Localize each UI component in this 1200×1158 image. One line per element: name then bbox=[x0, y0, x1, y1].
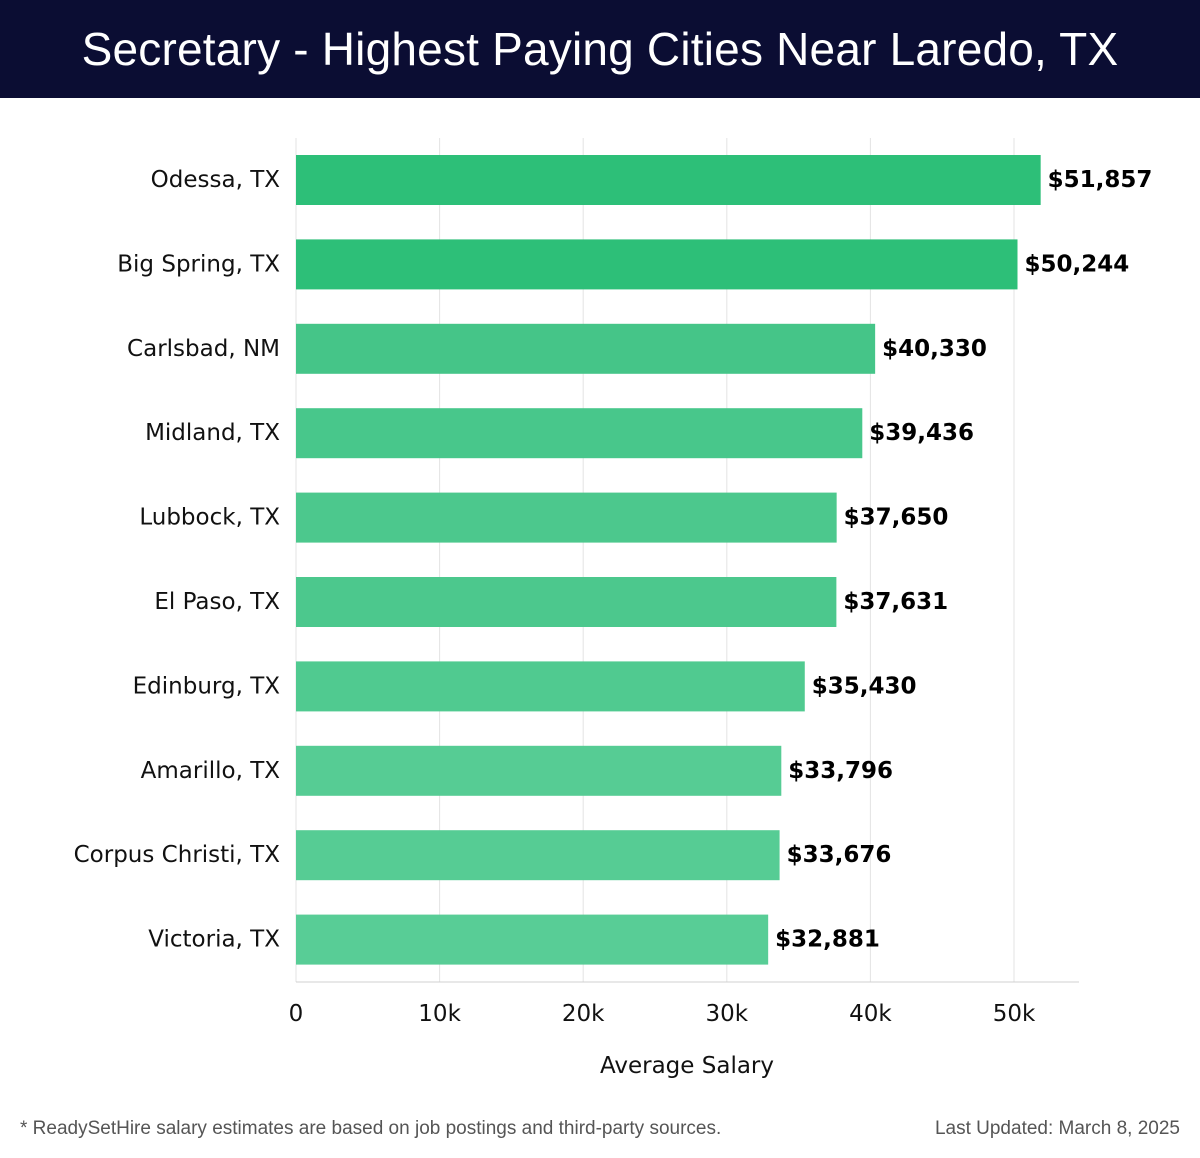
bar bbox=[296, 408, 863, 459]
x-axis-title: Average Salary bbox=[600, 1053, 774, 1079]
bar bbox=[296, 745, 782, 796]
x-tick-label: 30k bbox=[706, 1001, 749, 1027]
category-label: Edinburg, TX bbox=[133, 673, 281, 699]
category-label: Lubbock, TX bbox=[139, 505, 280, 531]
bar-chart: Odessa, TX $51,857 Big Spring, TX $50,244 Ca… bbox=[74, 138, 1153, 1079]
bar bbox=[296, 577, 837, 627]
value-label: $39,436 bbox=[869, 420, 974, 446]
title-bar: Secretary - Highest Paying Cities Near L… bbox=[0, 0, 1200, 98]
bar bbox=[296, 239, 1018, 290]
value-label: $35,430 bbox=[812, 673, 917, 699]
category-label: Corpus Christi, TX bbox=[74, 842, 281, 868]
value-label: $50,244 bbox=[1025, 251, 1130, 277]
category-label: Odessa, TX bbox=[151, 167, 281, 193]
x-tick-label: 40k bbox=[849, 1001, 892, 1027]
bar bbox=[296, 155, 1041, 205]
category-label: Carlsbad, NM bbox=[127, 336, 280, 362]
value-label: $37,631 bbox=[843, 589, 948, 615]
value-label: $33,676 bbox=[787, 842, 892, 868]
bar bbox=[296, 323, 876, 374]
category-label: Amarillo, TX bbox=[141, 758, 281, 784]
value-label: $51,857 bbox=[1048, 167, 1153, 193]
x-tick-label: 0 bbox=[289, 1001, 304, 1027]
value-label: $33,796 bbox=[788, 758, 893, 784]
x-tick-label: 50k bbox=[993, 1001, 1036, 1027]
bar bbox=[296, 492, 837, 543]
category-label: Big Spring, TX bbox=[117, 251, 280, 277]
x-tick-label: 10k bbox=[418, 1001, 461, 1027]
category-label: Midland, TX bbox=[145, 420, 280, 446]
value-label: $37,650 bbox=[844, 505, 949, 531]
bar bbox=[296, 830, 780, 881]
footnote: * ReadySetHire salary estimates are base… bbox=[20, 1118, 722, 1139]
chart-title: Secretary - Highest Paying Cities Near L… bbox=[81, 23, 1119, 75]
category-label: Victoria, TX bbox=[148, 927, 280, 953]
x-tick-label: 20k bbox=[562, 1001, 605, 1027]
last-updated: Last Updated: March 8, 2025 bbox=[934, 1118, 1180, 1139]
value-label: $32,881 bbox=[775, 927, 880, 953]
bar bbox=[296, 914, 769, 965]
bar bbox=[296, 661, 805, 712]
value-label: $40,330 bbox=[882, 336, 987, 362]
category-label: El Paso, TX bbox=[154, 589, 280, 615]
